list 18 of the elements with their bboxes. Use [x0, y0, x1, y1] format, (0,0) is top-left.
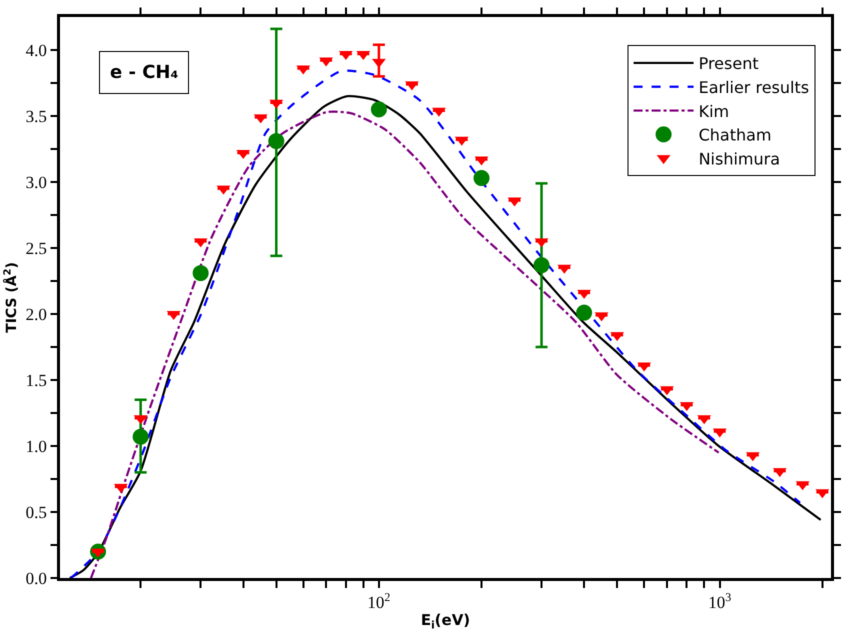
y-tick-label: 1.0 — [26, 436, 47, 456]
y-tick-label: 4.0 — [26, 40, 47, 60]
y-tick-label: 3.0 — [26, 172, 47, 192]
annotation: e - CH₄ — [110, 62, 178, 83]
y-tick-label: 1.5 — [26, 370, 47, 390]
legend-label: Present — [698, 54, 759, 74]
x-tick-label: 10$^{2}$ — [367, 590, 390, 612]
legend-label: Chatham — [698, 126, 772, 145]
y-tick-label: 3.5 — [26, 106, 47, 126]
legend-label: Earlier results — [698, 78, 810, 97]
x-axis-title: E$_{i}$(eV) — [420, 611, 470, 632]
x-tick-label: 10$^{3}$ — [708, 590, 732, 612]
legend-label: Nishimura — [698, 149, 780, 168]
y-tick-label: 0.5 — [26, 502, 47, 522]
y-tick-label: 0.0 — [26, 568, 47, 588]
y-tick-label: 2.0 — [26, 304, 47, 324]
y-tick-label: 2.5 — [26, 238, 47, 258]
legend-label: Kim — [698, 102, 730, 121]
